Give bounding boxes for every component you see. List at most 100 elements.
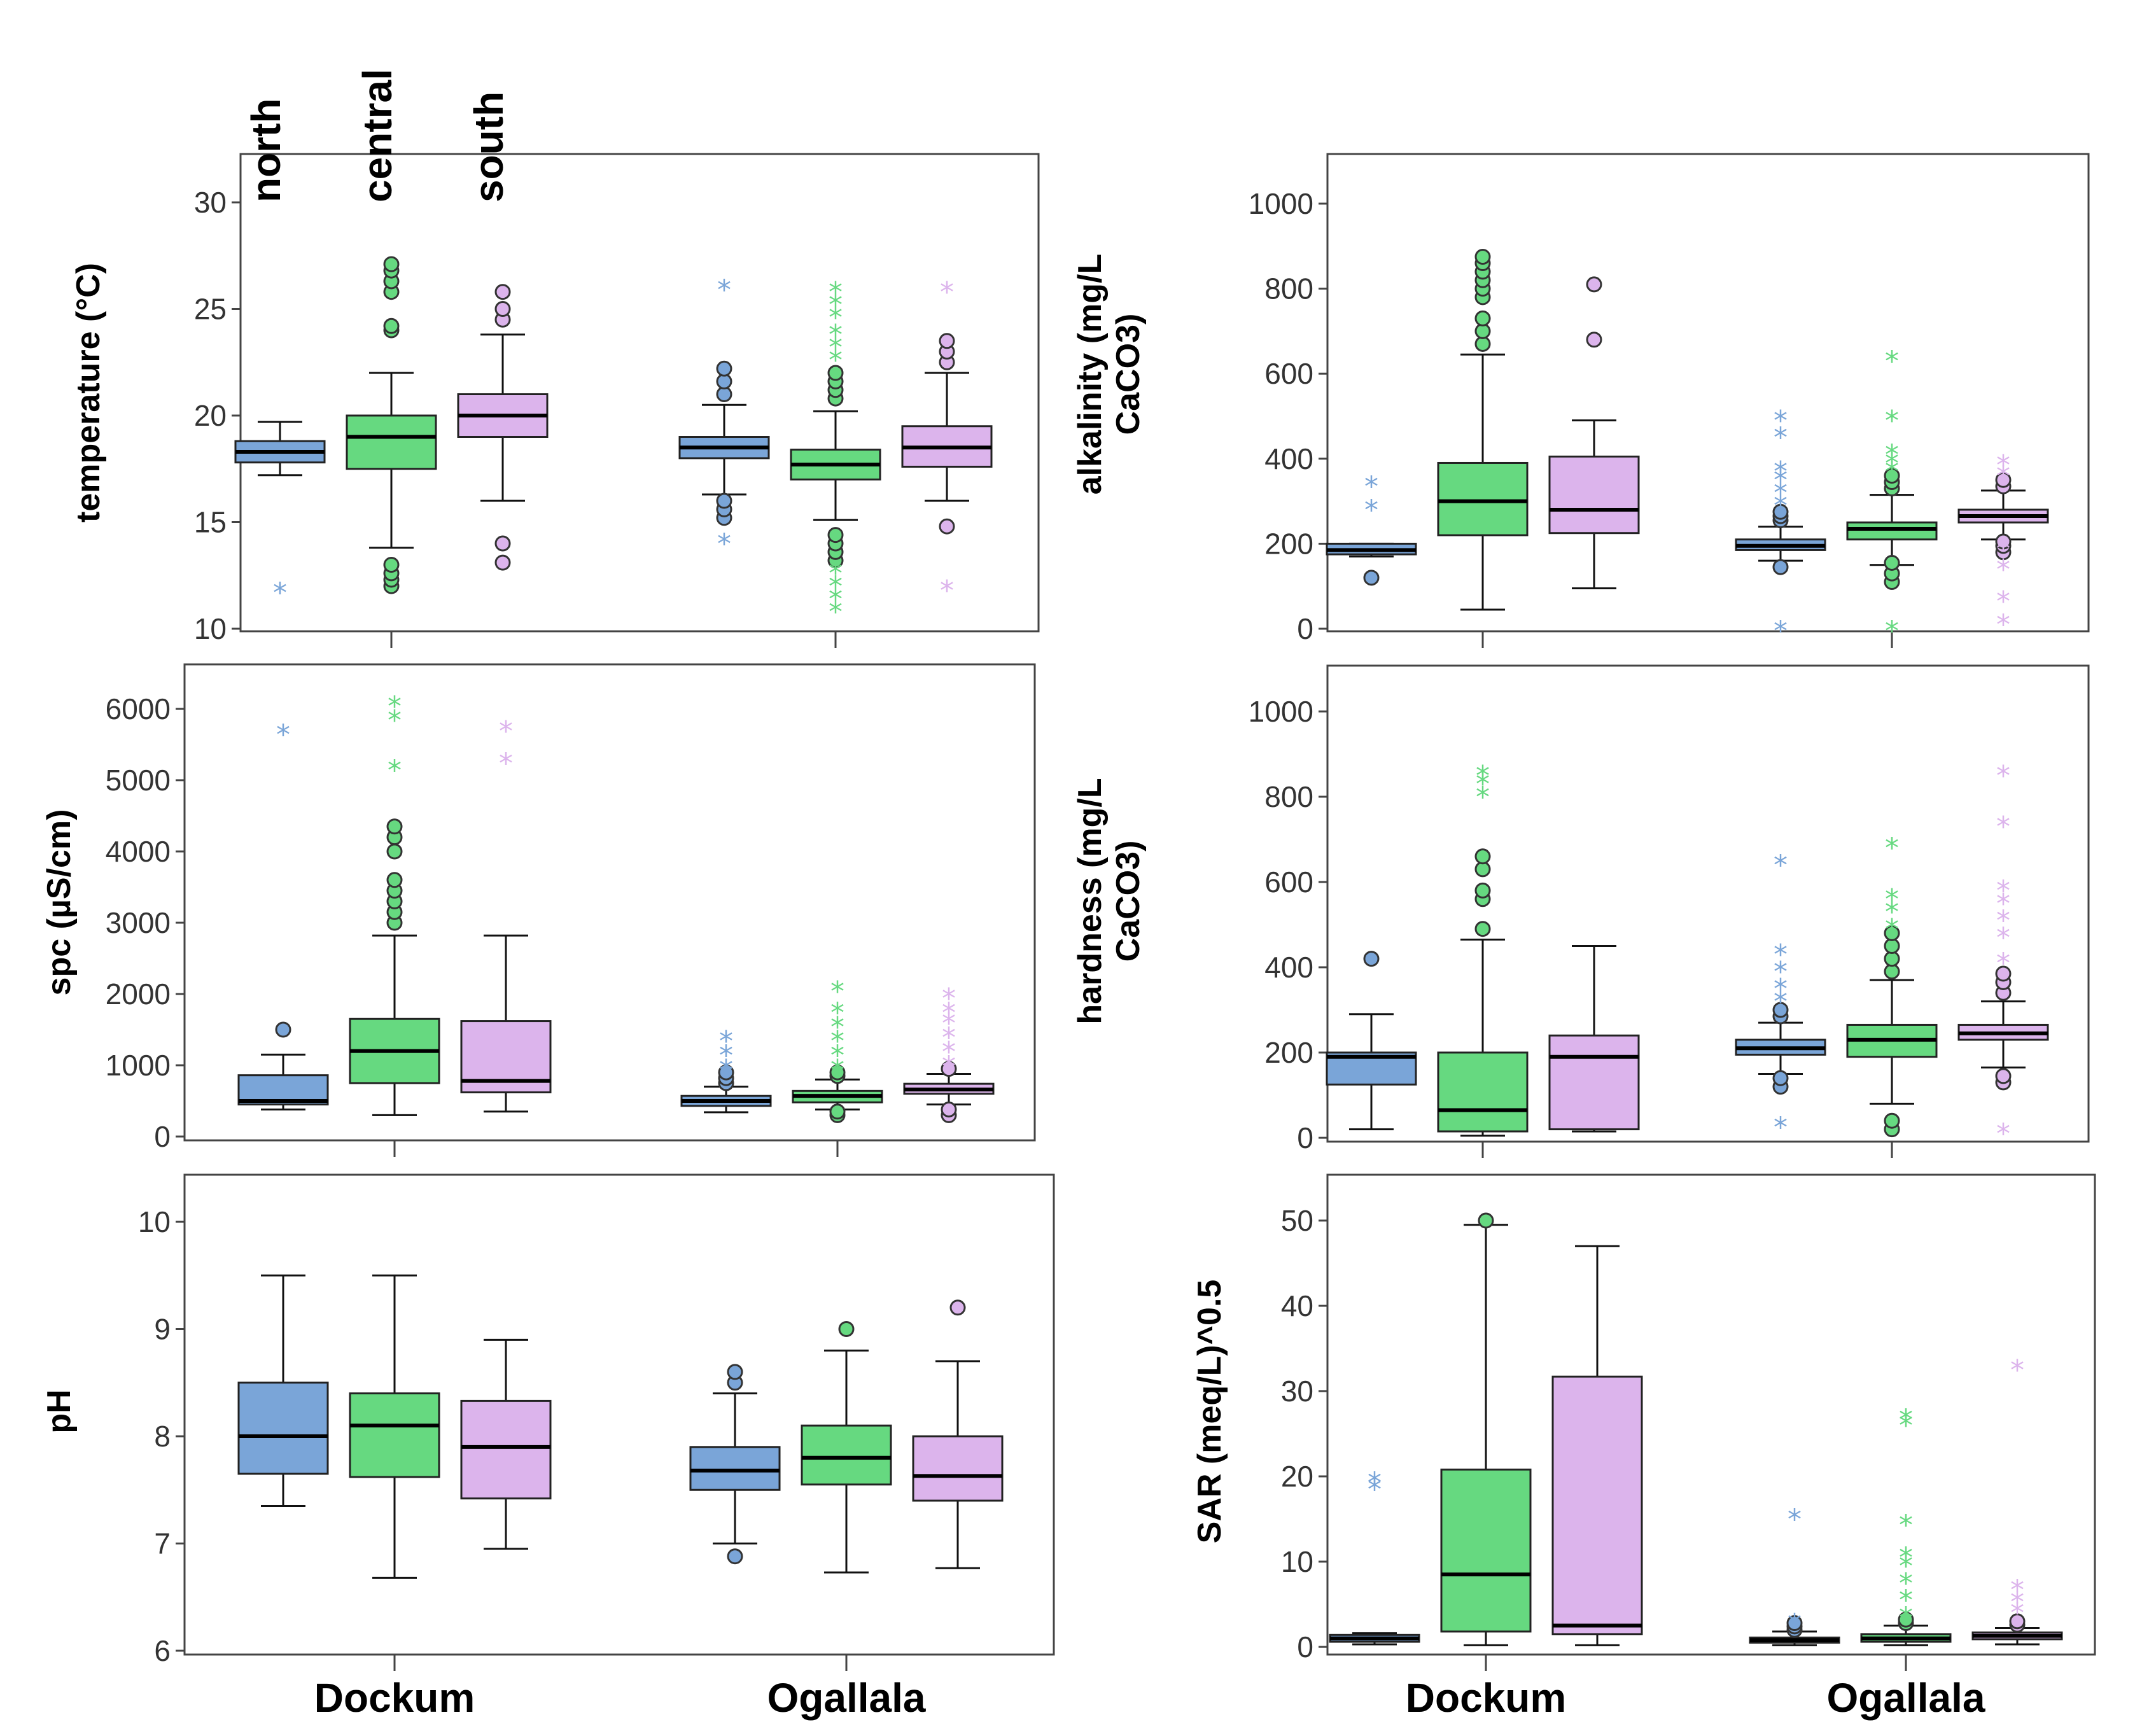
panel-frame: [183, 1173, 1055, 1656]
box-ogallala-north: ***: [680, 1025, 772, 1114]
y-axis-label-line: hardness (mg/L: [1072, 778, 1109, 1024]
extreme-point: *: [829, 332, 843, 364]
y-tick-label: 200: [1264, 527, 1313, 560]
extreme-point: *: [1774, 456, 1788, 488]
y-tick-label: 9: [154, 1313, 171, 1346]
extreme-point: *: [1996, 948, 2010, 980]
outlier-point: [386, 818, 403, 835]
extreme-point: *: [1996, 888, 2010, 920]
y-tick-label: 20: [1281, 1460, 1313, 1493]
extreme-point: *: [829, 276, 843, 309]
iqr-box: [1548, 1034, 1640, 1131]
outlier-point: [1474, 310, 1491, 326]
outlier-point: [727, 1548, 743, 1565]
extreme-point: *: [2010, 1586, 2024, 1618]
outlier-point: [727, 1364, 743, 1380]
y-tick-label: 600: [1264, 357, 1313, 390]
panel-frame: [183, 663, 1036, 1142]
box-ogallala-north: **: [678, 274, 770, 560]
outlier-point: [1474, 921, 1491, 937]
outlier-point: [827, 527, 844, 543]
y-axis-label-line: CaCO3): [1110, 314, 1147, 435]
extreme-point: *: [1788, 1608, 1802, 1641]
extreme-point: *: [830, 997, 844, 1029]
y-tick-label: 5000: [106, 764, 171, 797]
y-axis-label-line: alkalinity (mg/L: [1072, 254, 1109, 495]
y-axis-label: pH: [41, 1389, 78, 1433]
outlier-point: [1363, 951, 1380, 967]
extreme-point: *: [1996, 875, 2010, 907]
extreme-point: *: [1774, 956, 1788, 988]
y-tick-label: 40: [1281, 1289, 1313, 1322]
extreme-point: *: [1996, 460, 2010, 493]
y-tick-label: 1000: [106, 1049, 171, 1082]
region-labels: north central south: [243, 69, 512, 202]
extreme-point: *: [1364, 494, 1378, 526]
y-tick-label: 15: [194, 506, 227, 539]
outlier-point: [275, 1021, 291, 1038]
iqr-box: [346, 414, 437, 470]
outlier-point: [827, 365, 844, 381]
y-tick-label: 0: [1297, 1630, 1313, 1663]
extreme-point: *: [499, 715, 513, 748]
iqr-box: [689, 1446, 781, 1491]
outlier-point: [1474, 249, 1491, 265]
outlier-point: [1995, 1068, 2012, 1084]
outlier-point: [383, 557, 400, 573]
extreme-point: *: [1885, 345, 1899, 377]
iqr-box: [1437, 461, 1529, 536]
iqr-box: [1551, 1375, 1643, 1635]
extreme-point: *: [273, 577, 287, 609]
outlier-point: [1884, 468, 1900, 484]
x-group-label: Dockum: [1406, 1675, 1567, 1721]
extreme-point: *: [829, 557, 843, 590]
extreme-point: *: [1774, 615, 1788, 648]
extreme-point: *: [1476, 781, 1490, 813]
extreme-point: *: [1774, 477, 1788, 510]
extreme-point: *: [2010, 1354, 2024, 1387]
box-ogallala-south: **: [901, 276, 993, 607]
outlier-point: [829, 1064, 846, 1081]
iqr-box: [1437, 1051, 1529, 1133]
iqr-box: [460, 1399, 552, 1500]
outlier-point: [1786, 1614, 1803, 1631]
box-dockum-north: **: [1326, 471, 1417, 586]
extreme-point: *: [829, 583, 843, 615]
extreme-point: *: [1774, 1112, 1788, 1144]
outlier-point: [1363, 570, 1380, 586]
iqr-box: [237, 1382, 329, 1475]
extreme-point: *: [1899, 1550, 1913, 1583]
box-dockum-south: [1548, 276, 1640, 590]
outlier-point: [1898, 1611, 1914, 1628]
y-tick-label: 10: [194, 612, 227, 645]
outlier-point: [939, 518, 955, 535]
box-ogallala-south: [912, 1299, 1004, 1569]
extreme-point: *: [940, 276, 954, 309]
extreme-point: *: [829, 570, 843, 603]
y-tick-label: 400: [1264, 442, 1313, 475]
x-group-label: Ogallala: [1827, 1675, 1985, 1721]
box-dockum-central: [346, 256, 437, 594]
box-ogallala-north: [689, 1364, 781, 1565]
panel-alkalinity: 0 200 400 600 800 1000 alkalinity (mg/L CaCO3) *…: [1072, 153, 2090, 648]
box-ogallala-central: ********: [1860, 1404, 1952, 1646]
y-tick-label: 400: [1264, 951, 1313, 984]
extreme-point: *: [1996, 449, 2010, 482]
extreme-point: *: [717, 528, 731, 560]
extreme-point: *: [1996, 585, 2010, 618]
outlier-point: [1772, 559, 1789, 575]
outlier-point: [1586, 332, 1602, 348]
region-label-text: south: [466, 92, 512, 202]
x-group-label: Ogallala: [767, 1675, 926, 1721]
box-dockum-central: [1440, 1212, 1532, 1646]
extreme-point: *: [830, 1040, 844, 1072]
y-axis-label-line: spc (µS/cm): [41, 809, 78, 996]
y-axis-label: spc (µS/cm): [41, 809, 78, 996]
box-ogallala-north: ******: [1735, 850, 1826, 1144]
outlier-point: [383, 256, 400, 272]
y-axis-label-line: CaCO3): [1110, 841, 1147, 962]
box-ogallala-south: ****: [1971, 1354, 2063, 1646]
region-label-text: central: [354, 69, 400, 202]
